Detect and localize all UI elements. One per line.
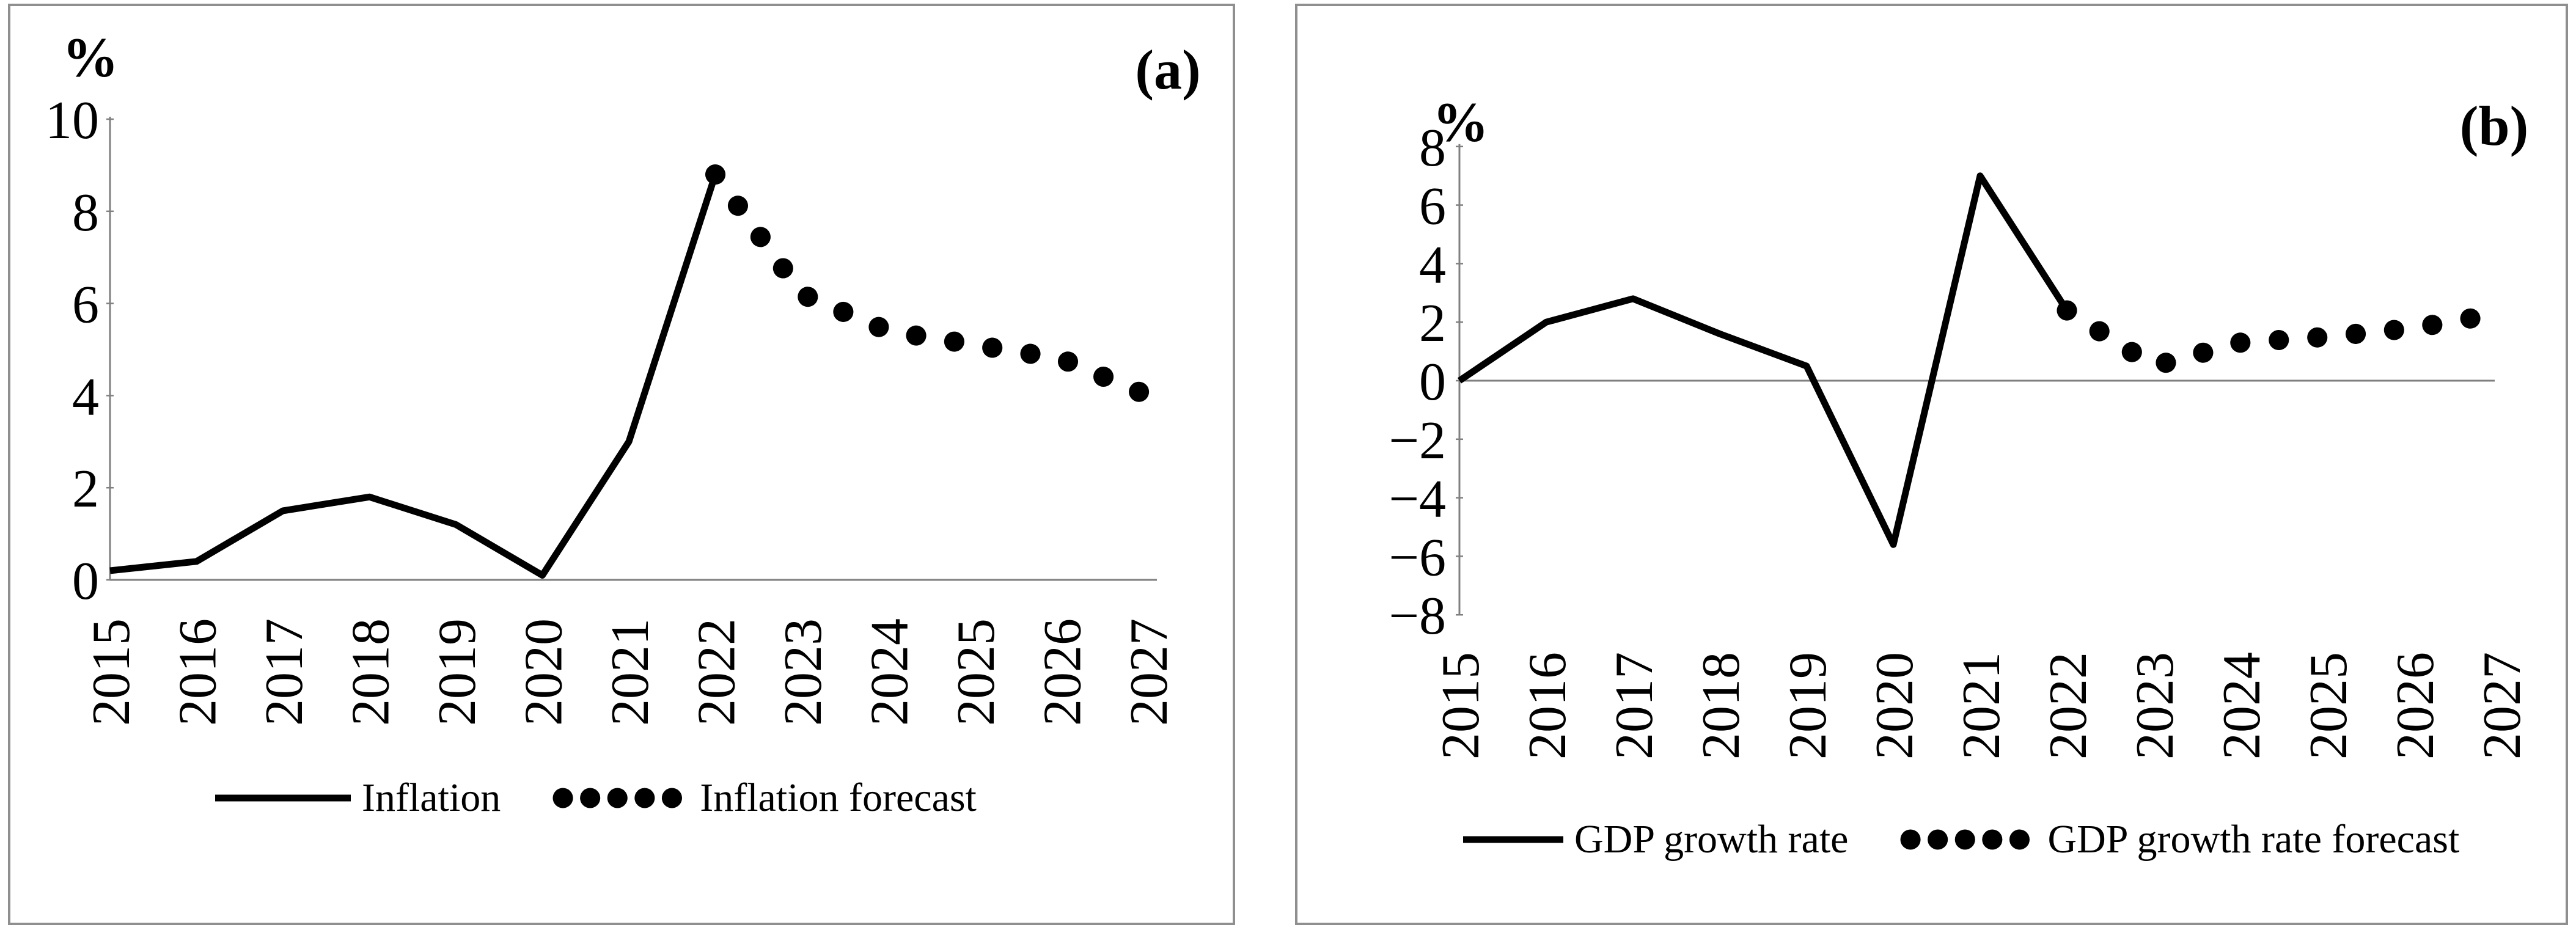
dotted-line-legend-swatch — [1900, 829, 2039, 850]
y-tick-label: 6 — [72, 276, 99, 335]
x-tick-label: 2018 — [1692, 652, 1751, 760]
legend-b: GDP growth rate GDP growth rate forecast — [1461, 809, 2459, 870]
legend-label-gdp-forecast: GDP growth rate forecast — [2047, 817, 2460, 862]
y-tick-label: 10 — [45, 91, 99, 150]
x-tick-label: 2015 — [1431, 652, 1491, 760]
y-tick-label: 2 — [1419, 294, 1446, 353]
dotted-line-legend-swatch — [552, 788, 692, 808]
x-tick-label: 2016 — [1518, 652, 1577, 760]
x-tick-label: 2015 — [82, 618, 141, 726]
x-tick-label: 2022 — [688, 618, 747, 726]
x-tick-label: 2017 — [1605, 652, 1664, 760]
series-solid-line — [109, 173, 719, 579]
y-tick-label: −8 — [1389, 587, 1446, 646]
legend-label-inflation: Inflation — [362, 775, 501, 820]
x-tick-label: 2024 — [861, 618, 920, 726]
x-tick-label: 2019 — [1778, 652, 1838, 760]
y-tick-label: 0 — [72, 552, 99, 611]
x-tick-label: 2023 — [2126, 652, 2185, 760]
panel-letter-a: (a) — [1135, 38, 1201, 101]
x-tick-label: 2020 — [515, 618, 574, 726]
y-tick-label: 0 — [1419, 353, 1446, 412]
x-tick-label: 2021 — [1952, 652, 2011, 760]
y-axis-unit-label-b: % — [1433, 91, 1489, 153]
panel-a-border — [8, 4, 1235, 925]
y-tick-label: 8 — [1419, 119, 1446, 178]
x-tick-label: 2021 — [601, 618, 660, 726]
y-tick-label: 4 — [72, 367, 99, 427]
solid-line-legend-swatch — [215, 794, 351, 802]
x-tick-label: 2027 — [1120, 618, 1179, 726]
x-tick-label: 2025 — [947, 618, 1006, 726]
x-tick-label: 2019 — [428, 618, 487, 726]
x-tick-label: 2023 — [774, 618, 833, 726]
solid-line-legend-swatch — [1463, 836, 1563, 843]
x-tick-label: 2016 — [169, 618, 228, 726]
y-tick-label: −2 — [1389, 411, 1446, 470]
legend-label-gdp: GDP growth rate — [1574, 817, 1849, 862]
x-tick-label: 2018 — [342, 618, 401, 726]
x-tick-label: 2017 — [255, 618, 314, 726]
x-tick-label: 2026 — [2386, 652, 2445, 760]
y-tick-label: 6 — [1419, 177, 1446, 236]
x-tick-label: 2020 — [1865, 652, 1925, 760]
series-solid-line — [1457, 172, 2070, 548]
x-tick-label: 2024 — [2212, 652, 2272, 760]
x-tick-label: 2027 — [2473, 652, 2532, 760]
series-forecast-dotted-line — [705, 164, 1158, 406]
legend-label-inflation-forecast: Inflation forecast — [700, 775, 977, 820]
panel-letter-b: (b) — [2459, 95, 2529, 157]
series-forecast-dotted-line — [2057, 300, 2511, 376]
x-tick-label: 2022 — [2039, 652, 2098, 760]
y-tick-label: 2 — [72, 460, 99, 519]
x-tick-label: 2025 — [2299, 652, 2358, 760]
y-tick-label: −6 — [1389, 528, 1446, 587]
panel-b-border — [1295, 4, 2568, 925]
legend-a: Inflation Inflation forecast — [213, 767, 977, 829]
y-tick-label: −4 — [1389, 470, 1446, 529]
y-tick-label: 4 — [1419, 235, 1446, 295]
y-tick-label: 8 — [72, 183, 99, 243]
x-tick-label: 2026 — [1033, 618, 1093, 726]
y-axis-unit-label-a: % — [62, 26, 119, 89]
